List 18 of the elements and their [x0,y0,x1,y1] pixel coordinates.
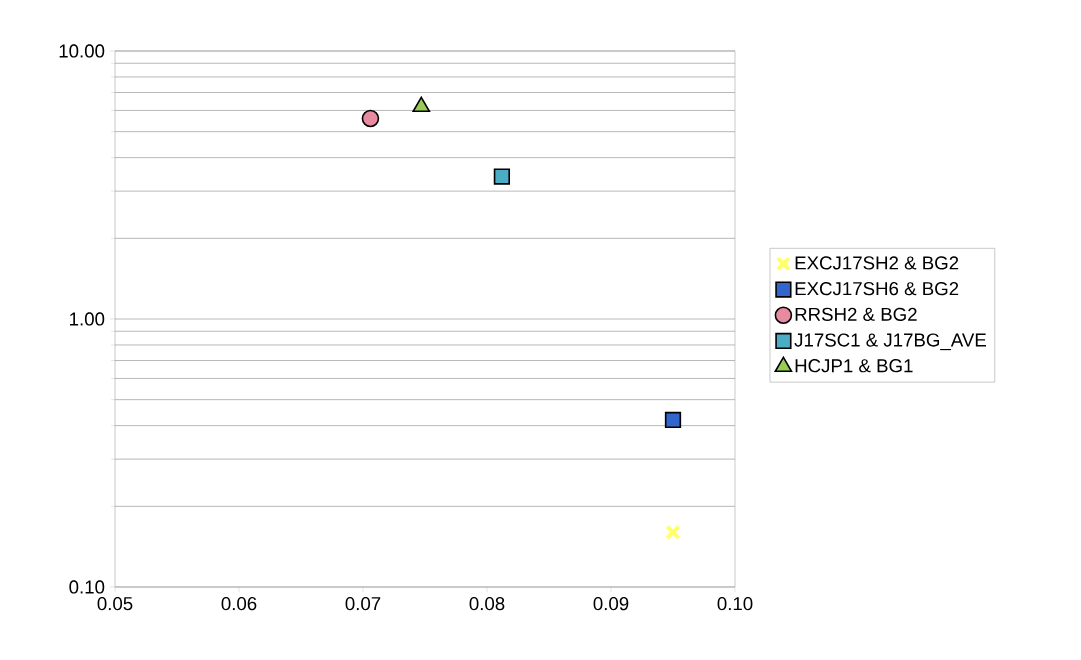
point [664,411,682,429]
point [665,524,681,540]
legend-label: RRSH2 & BG2 [795,307,917,321]
y-tick-label: 10.00 [59,44,105,58]
x-tick-label: 0.06 [221,597,257,611]
point [493,168,511,185]
x-tick-label: 0.07 [345,597,381,611]
y-tick-label: 1.00 [70,312,105,326]
x-tick-label: 0.05 [97,597,133,611]
legend-label: EXCJ17SH2 & BG2 [795,256,959,270]
legend-label: J17SC1 & J17BG_AVE [794,333,986,351]
y-tick-label: 0.10 [69,580,105,594]
x-tick-label: 0.09 [593,597,629,611]
x-tick-label: 0.10 [717,597,753,611]
legend-label: EXCJ17SH6 & BG2 [795,282,959,296]
point [361,109,380,128]
x-tick-label: 0.08 [469,597,505,611]
legend-label: HCJP1 & BG1 [795,359,913,373]
